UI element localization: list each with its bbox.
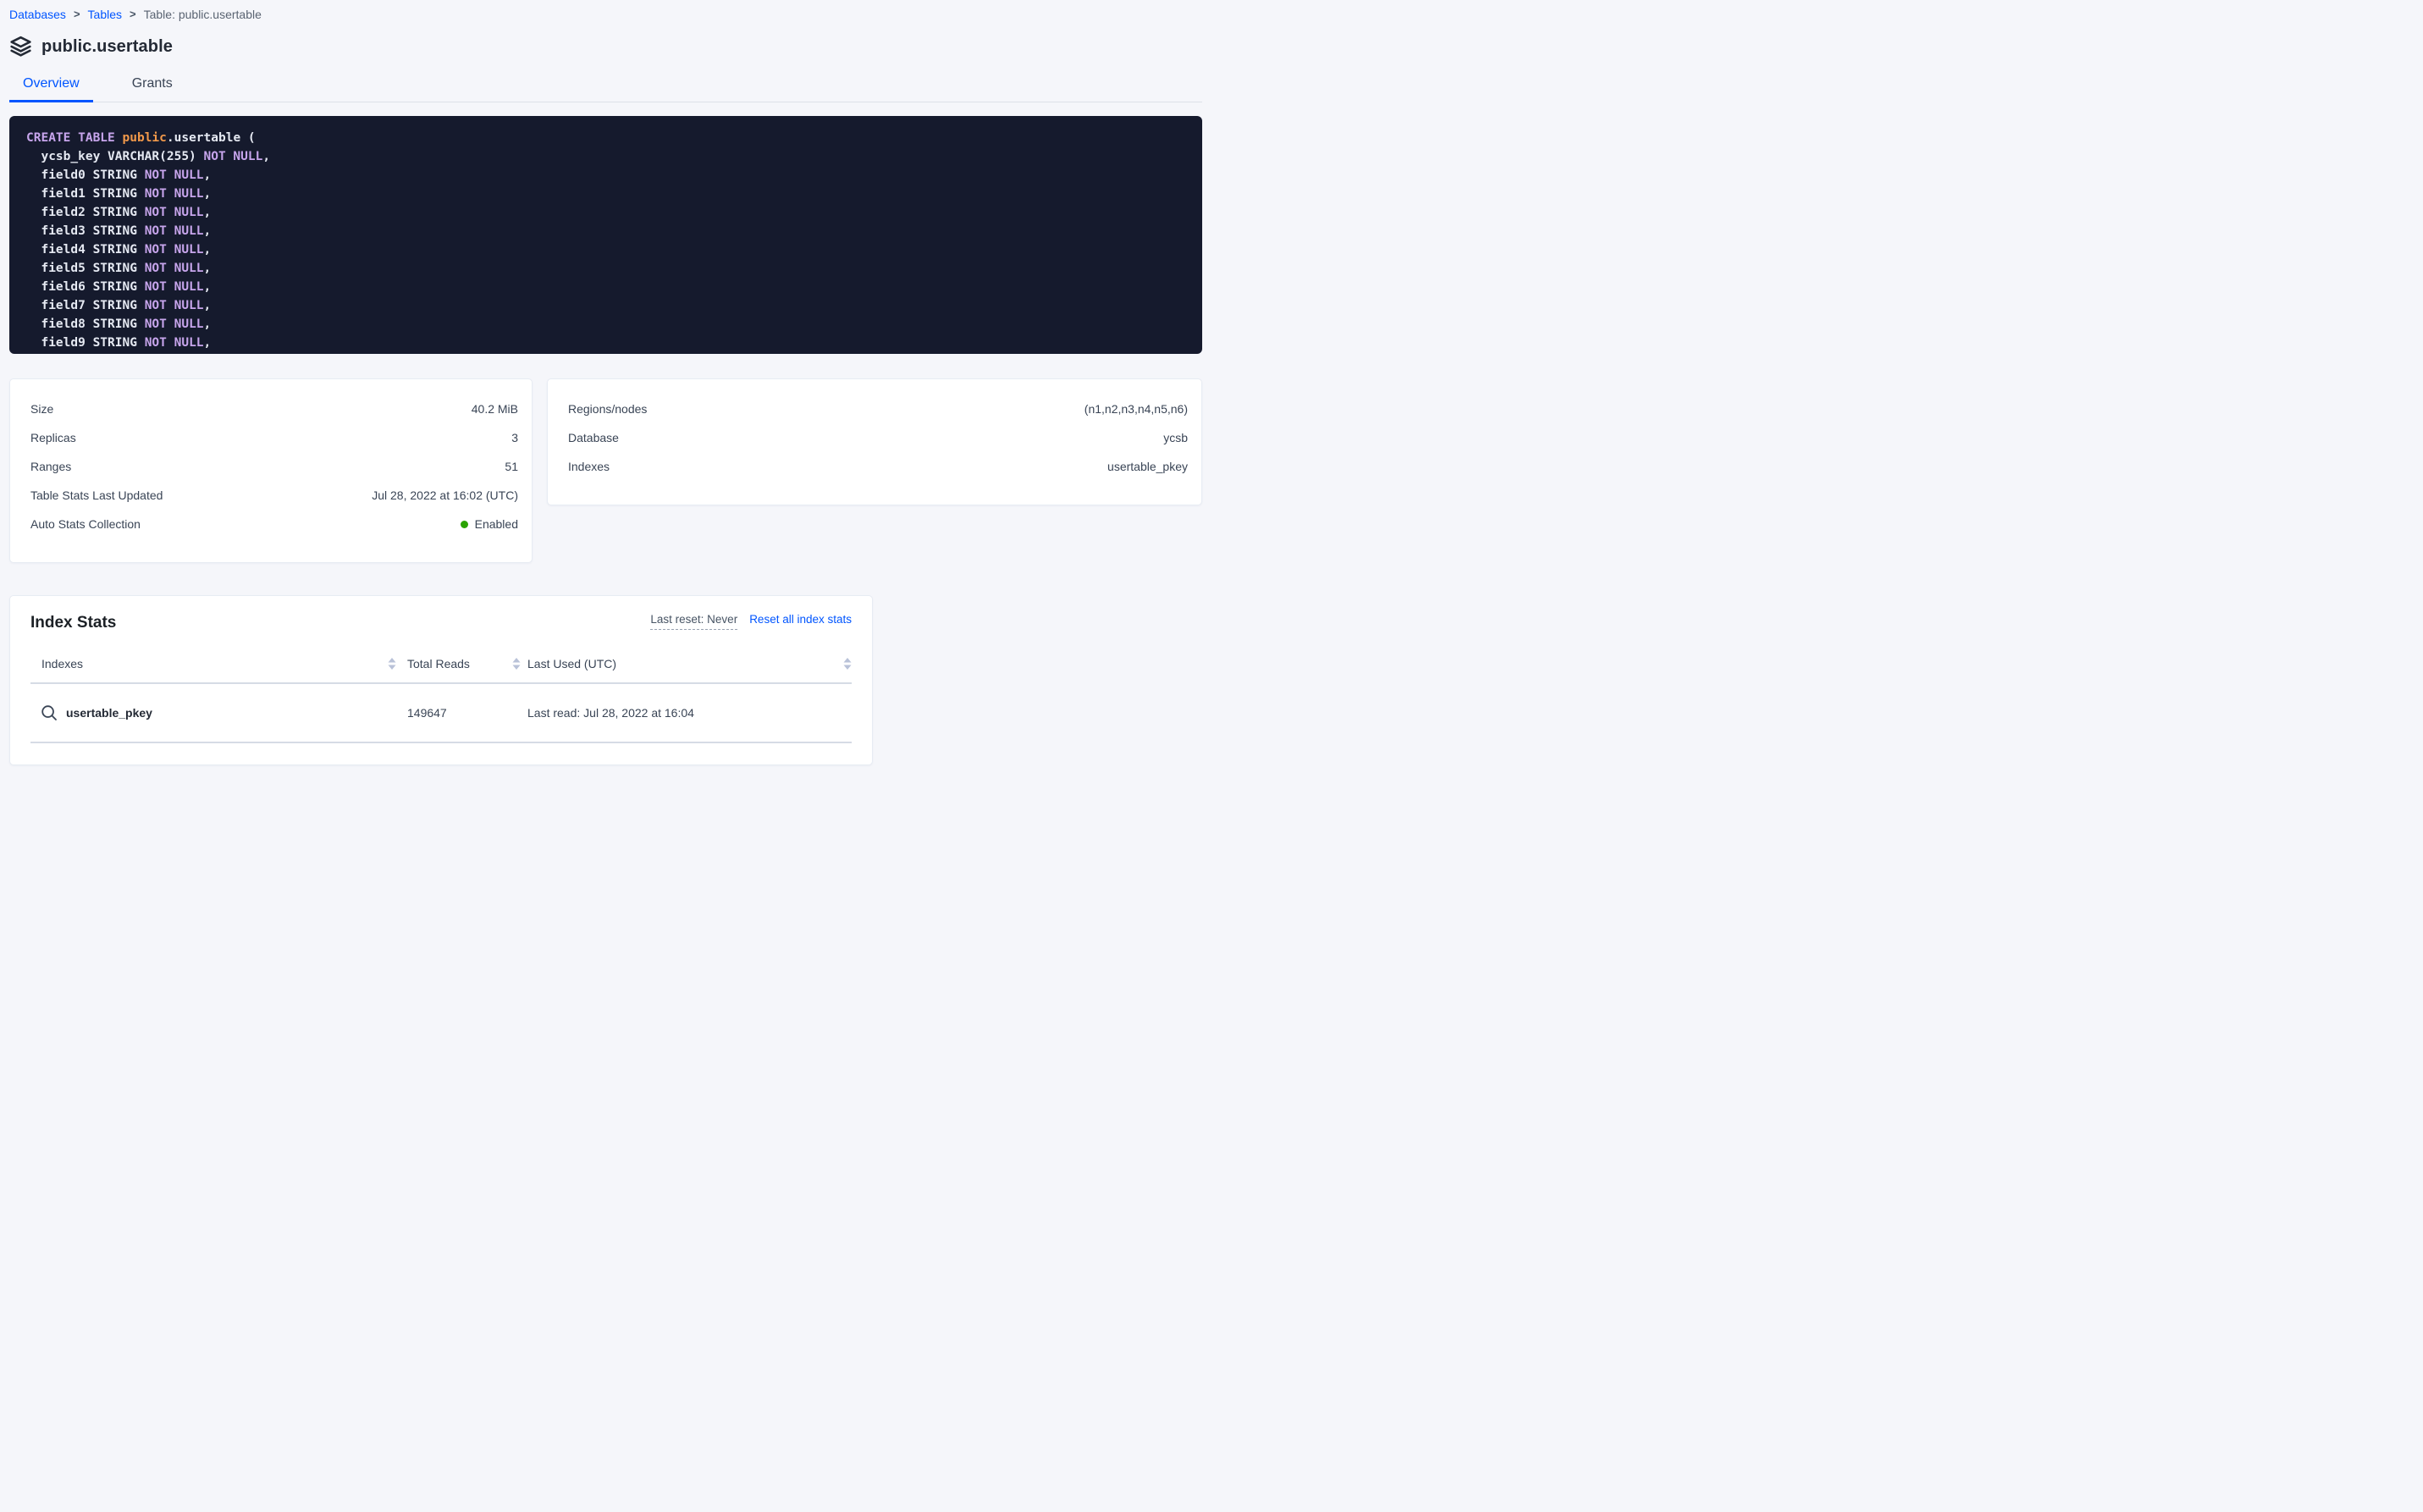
sort-icon[interactable]: [512, 658, 521, 670]
column-header-indexes[interactable]: Indexes: [30, 657, 396, 670]
index-name: usertable_pkey: [66, 706, 152, 720]
stat-label: Table Stats Last Updated: [30, 488, 163, 502]
stat-row-database: Database ycsb: [568, 429, 1188, 446]
column-header-total-reads[interactable]: Total Reads: [396, 657, 521, 670]
sort-icon[interactable]: [843, 658, 852, 670]
chevron-right-icon: >: [130, 7, 136, 20]
stat-value: (n1,n2,n3,n4,n5,n6): [1084, 402, 1188, 416]
status-text: Enabled: [474, 517, 518, 531]
layers-icon: [9, 36, 32, 58]
stat-value: Jul 28, 2022 at 16:02 (UTC): [372, 488, 518, 502]
tab-grants[interactable]: Grants: [131, 76, 173, 91]
tab-bar: Overview Grants: [9, 69, 1202, 102]
stat-row-indexes: Indexes usertable_pkey: [568, 458, 1188, 475]
index-stats-table: Indexes Total Reads Last Used (UTC): [30, 645, 852, 743]
total-reads-cell: 149647: [407, 706, 447, 720]
index-stats-table-header: Indexes Total Reads Last Used (UTC): [30, 645, 852, 684]
last-used-cell: Last read: Jul 28, 2022 at 16:04: [527, 706, 694, 720]
breadcrumb-current: Table: public.usertable: [143, 8, 262, 21]
chevron-right-icon: >: [73, 7, 80, 20]
stat-row-size: Size 40.2 MiB: [30, 400, 518, 417]
breadcrumb-link-tables[interactable]: Tables: [87, 8, 122, 21]
stat-value: usertable_pkey: [1107, 460, 1188, 473]
breadcrumb-link-databases[interactable]: Databases: [9, 8, 66, 21]
index-stats-card: Index Stats Last reset: Never Reset all …: [9, 595, 873, 765]
tab-overview[interactable]: Overview: [9, 69, 93, 102]
magnifier-icon: [41, 705, 57, 720]
column-label: Indexes: [41, 657, 84, 670]
index-stats-header: Index Stats Last reset: Never Reset all …: [30, 613, 852, 633]
index-name-cell: usertable_pkey: [30, 704, 396, 721]
stat-row-stats-updated: Table Stats Last Updated Jul 28, 2022 at…: [30, 487, 518, 504]
stat-row-replicas: Replicas 3: [30, 429, 518, 446]
stat-label: Database: [568, 431, 619, 444]
last-reset-label: Last reset: Never: [650, 613, 738, 630]
page-title: public.usertable: [41, 36, 173, 56]
create-table-sql: CREATE TABLE public.usertable ( ycsb_key…: [9, 116, 1202, 354]
stat-label: Ranges: [30, 460, 72, 473]
sort-icon[interactable]: [388, 658, 396, 670]
stat-row-ranges: Ranges 51: [30, 458, 518, 475]
index-link-usertable-pkey[interactable]: usertable_pkey: [30, 704, 152, 721]
reset-index-stats-link[interactable]: Reset all index stats: [749, 613, 852, 626]
stat-value: 40.2 MiB: [471, 402, 518, 416]
stat-label: Regions/nodes: [568, 402, 648, 416]
stat-row-auto-stats: Auto Stats Collection Enabled: [30, 516, 518, 533]
page-header: public.usertable: [9, 36, 1202, 58]
stat-value: ycsb: [1163, 431, 1188, 444]
column-label: Last Used (UTC): [527, 657, 617, 670]
column-header-last-used[interactable]: Last Used (UTC): [521, 657, 852, 670]
stat-value: Enabled: [460, 517, 518, 531]
stat-label: Indexes: [568, 460, 610, 473]
table-details-card: Size 40.2 MiB Replicas 3 Ranges 51 Table…: [9, 378, 533, 563]
stat-label: Auto Stats Collection: [30, 517, 141, 531]
table-row: usertable_pkey 149647 Last read: Jul 28,…: [30, 684, 852, 743]
summary-cards: Size 40.2 MiB Replicas 3 Ranges 51 Table…: [9, 378, 1202, 563]
stat-value: 51: [505, 460, 518, 473]
table-details-page: Databases > Tables > Table: public.usert…: [0, 0, 1212, 765]
database-details-card: Regions/nodes (n1,n2,n3,n4,n5,n6) Databa…: [547, 378, 1202, 505]
stat-row-regions: Regions/nodes (n1,n2,n3,n4,n5,n6): [568, 400, 1188, 417]
stat-value: 3: [511, 431, 518, 444]
stat-label: Replicas: [30, 431, 76, 444]
reset-area: Last reset: Never Reset all index stats: [650, 613, 852, 630]
sql-code: CREATE TABLE public.usertable ( ycsb_key…: [26, 131, 271, 350]
column-label: Total Reads: [407, 657, 470, 670]
breadcrumb: Databases > Tables > Table: public.usert…: [9, 5, 1202, 21]
status-dot-green-icon: [460, 520, 468, 528]
index-stats-title: Index Stats: [30, 614, 117, 632]
stat-label: Size: [30, 402, 54, 416]
